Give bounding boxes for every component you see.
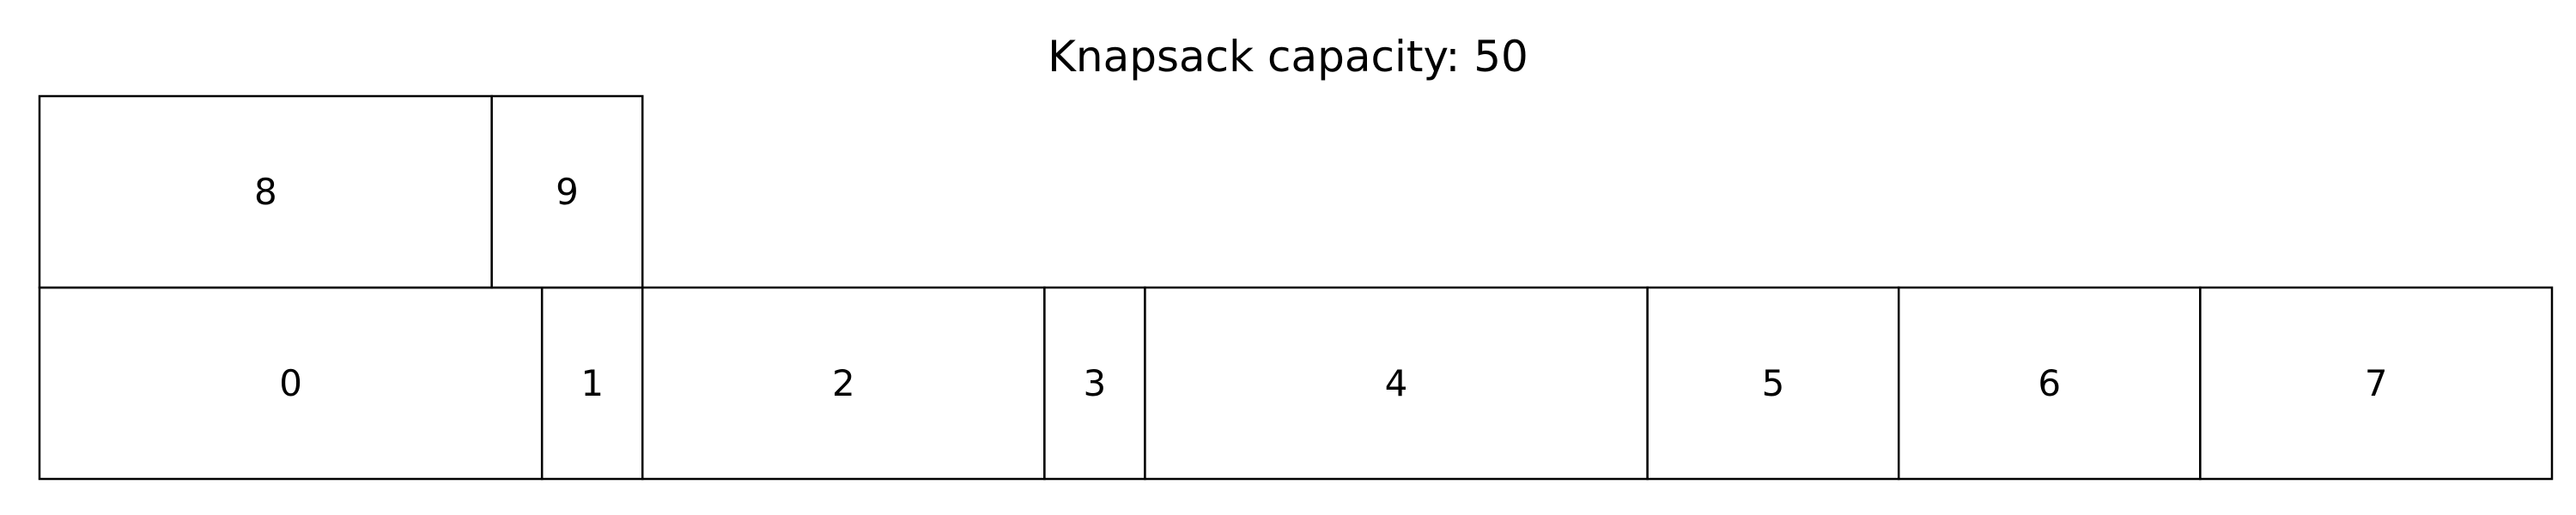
item-box-3: 3 bbox=[1044, 288, 1145, 479]
item-box-1: 1 bbox=[542, 288, 642, 479]
item-box-5: 5 bbox=[1648, 288, 1899, 479]
item-box-7: 7 bbox=[2200, 288, 2552, 479]
item-box-6: 6 bbox=[1899, 288, 2200, 479]
item-label: 2 bbox=[832, 362, 855, 404]
item-label: 5 bbox=[1762, 362, 1785, 404]
item-label: 1 bbox=[580, 362, 604, 404]
item-label: 7 bbox=[2365, 362, 2388, 404]
item-label: 8 bbox=[254, 171, 277, 213]
item-box-2: 2 bbox=[642, 288, 1044, 479]
item-box-4: 4 bbox=[1145, 288, 1647, 479]
item-label: 6 bbox=[2038, 362, 2061, 404]
item-box-0: 0 bbox=[39, 288, 542, 479]
item-label: 0 bbox=[279, 362, 302, 404]
item-label: 3 bbox=[1084, 362, 1107, 404]
item-box-9: 9 bbox=[492, 96, 643, 288]
item-box-8: 8 bbox=[39, 96, 492, 288]
item-label: 9 bbox=[556, 171, 579, 213]
item-label: 4 bbox=[1385, 362, 1408, 404]
